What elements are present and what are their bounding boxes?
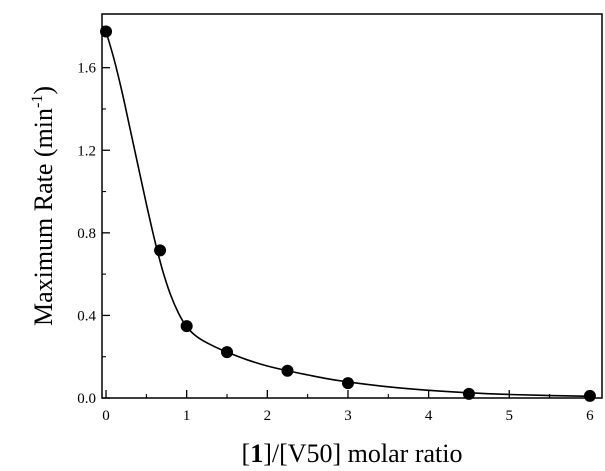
x-axis-title: [1]/[V50] molar ratio — [242, 439, 463, 468]
x-tick-label: 2 — [264, 408, 272, 424]
y-tick-label: 1.2 — [77, 143, 96, 159]
y-axis-title: Maximum Rate (min-1) — [29, 86, 58, 326]
fit-curve — [105, 31, 590, 398]
x-tick-label: 3 — [344, 408, 352, 424]
fit-curve-group — [105, 31, 590, 398]
data-point — [221, 346, 233, 359]
x-axis-title-bold: 1 — [250, 439, 263, 468]
x-axis-title-prefix: [ — [242, 439, 251, 468]
x-axis-title-suffix: ]/[V50] molar ratio — [263, 439, 462, 468]
data-point — [462, 387, 475, 400]
plot-frame — [101, 13, 603, 399]
data-point — [180, 320, 193, 333]
y-axis-title-main: Maximum Rate (min — [29, 108, 58, 326]
data-point — [281, 364, 294, 377]
data-point — [100, 25, 113, 38]
axis-ticks — [102, 25, 591, 399]
data-point — [154, 244, 167, 257]
x-tick-label: 5 — [506, 408, 514, 424]
data-point — [341, 377, 354, 390]
x-tick-label: 6 — [586, 408, 594, 424]
y-tick-label: 1.6 — [77, 61, 96, 77]
y-tick-label: 0.0 — [77, 391, 96, 407]
x-tick-label: 4 — [425, 408, 433, 424]
tick-labels: 0 1 2 3 4 5 6 0.0 0.4 0.8 1.2 1.6 — [77, 61, 594, 424]
x-tick-label: 0 — [102, 408, 110, 424]
y-axis-title-sup: -1 — [29, 95, 46, 108]
x-tick-label: 1 — [183, 408, 191, 424]
y-tick-label: 0.8 — [77, 226, 96, 242]
data-point — [583, 389, 596, 402]
y-axis-title-close: ) — [29, 86, 58, 95]
y-tick-label: 0.4 — [77, 308, 96, 324]
data-points — [100, 25, 596, 402]
